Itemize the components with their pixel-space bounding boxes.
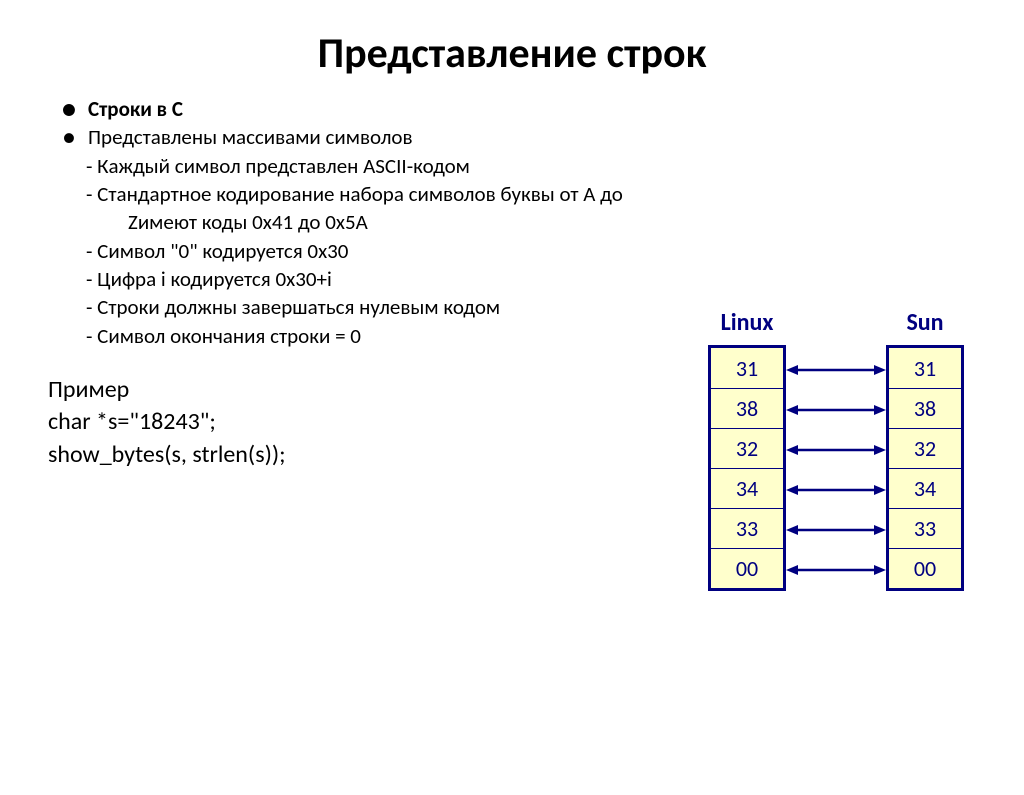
sun-cell-4: 33 (889, 508, 961, 548)
bullet-list: Строки в С Представлены массивами символ… (48, 95, 976, 152)
sub-char-zero: - Символ "0" кодируется 0x30 (48, 237, 976, 265)
sun-cell-3: 34 (889, 468, 961, 508)
double-arrow-icon (786, 364, 886, 376)
double-arrow-icon (786, 524, 886, 536)
byte-diagram: Linux 31 38 32 34 33 00 (708, 308, 964, 591)
double-arrow-icon (786, 564, 886, 576)
arrow-column (786, 350, 886, 590)
arrow-row-2 (786, 430, 886, 470)
linux-cell-2: 32 (711, 428, 783, 468)
sub-encoding-2: Zимеют коды 0x41 до 0x5A (48, 208, 976, 236)
linux-stack: 31 38 32 34 33 00 (708, 345, 786, 591)
sun-cell-5: 00 (889, 548, 961, 588)
sun-cell-1: 38 (889, 388, 961, 428)
arrow-row-1 (786, 390, 886, 430)
bullet-arrays-of-chars: Представлены массивами символов (48, 123, 976, 151)
linux-column: Linux 31 38 32 34 33 00 (708, 308, 786, 591)
arrow-row-0 (786, 350, 886, 390)
double-arrow-icon (786, 444, 886, 456)
linux-header: Linux (721, 308, 774, 337)
linux-cell-4: 33 (711, 508, 783, 548)
sun-column: Sun 31 38 32 34 33 00 (886, 308, 964, 591)
arrow-row-3 (786, 470, 886, 510)
bullet-strings-in-c: Строки в С (48, 95, 976, 123)
linux-cell-1: 38 (711, 388, 783, 428)
sub-digit-i: - Цифра i кодируется 0x30+i (48, 265, 976, 293)
linux-cell-5: 00 (711, 548, 783, 588)
sub-ascii: - Каждый символ представлен ASCII-кодом (48, 152, 976, 180)
arrow-row-5 (786, 550, 886, 590)
sun-stack: 31 38 32 34 33 00 (886, 345, 964, 591)
sub-encoding-1: - Стандартное кодирование набора символо… (48, 180, 976, 208)
double-arrow-icon (786, 404, 886, 416)
sun-cell-0: 31 (889, 348, 961, 388)
linux-cell-3: 34 (711, 468, 783, 508)
sun-header: Sun (906, 308, 943, 337)
arrow-row-4 (786, 510, 886, 550)
sun-cell-2: 32 (889, 428, 961, 468)
linux-cell-0: 31 (711, 348, 783, 388)
page-title: Представление строк (0, 28, 1024, 79)
double-arrow-icon (786, 484, 886, 496)
